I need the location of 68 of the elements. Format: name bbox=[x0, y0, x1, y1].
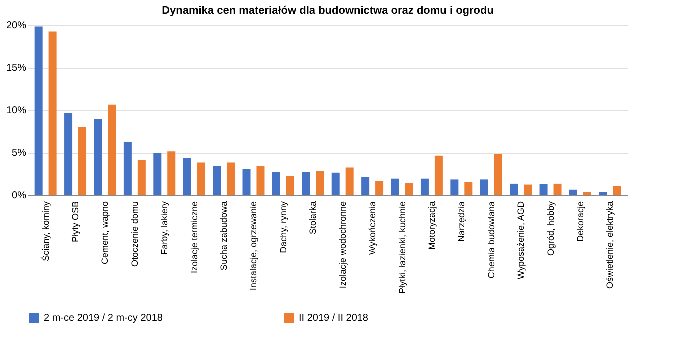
bar bbox=[227, 162, 236, 195]
bar bbox=[554, 184, 562, 195]
bar bbox=[420, 178, 429, 195]
bar bbox=[48, 32, 57, 195]
bar bbox=[434, 156, 443, 195]
bar bbox=[346, 168, 354, 195]
bar bbox=[569, 190, 578, 195]
x-tick-label: Ściany, kominy bbox=[40, 201, 51, 262]
x-tick-label: Płytki, łazienki, kuchnie bbox=[397, 202, 408, 294]
bar bbox=[583, 192, 592, 195]
bar bbox=[197, 162, 206, 195]
x-tick-label: Dachy, rynny bbox=[278, 201, 288, 254]
bar bbox=[391, 178, 400, 195]
bar bbox=[34, 26, 43, 195]
bar bbox=[272, 172, 280, 195]
x-tick-label: Stolarka bbox=[308, 202, 318, 235]
legend-label: 2 m-ce 2019 / 2 m-cy 2018 bbox=[44, 313, 164, 324]
bar bbox=[256, 166, 265, 195]
x-tick-label: Ogród, hobby bbox=[546, 201, 556, 256]
y-tick-label: 0% bbox=[12, 190, 27, 202]
bar bbox=[213, 166, 222, 195]
bar bbox=[510, 184, 518, 195]
x-tick-label: Oświetlenie, elektryka bbox=[605, 202, 616, 290]
bar bbox=[480, 180, 488, 195]
x-tick-label: Farby, lakiery bbox=[160, 201, 170, 255]
bar bbox=[613, 186, 622, 195]
bar bbox=[64, 113, 73, 195]
x-tick-label: Izolacje termiczne bbox=[189, 202, 200, 274]
bar bbox=[464, 182, 473, 195]
bar bbox=[540, 184, 548, 195]
bar bbox=[524, 184, 532, 195]
bar bbox=[599, 192, 608, 195]
x-tick-label: Instalacje, ogrzewanie bbox=[248, 202, 259, 291]
x-tick-label: Motoryzacja bbox=[426, 202, 437, 250]
bar bbox=[108, 104, 116, 195]
y-tick-label: 20% bbox=[6, 20, 27, 32]
x-tick-label: Otoczenie domu bbox=[130, 202, 140, 268]
bar bbox=[78, 127, 87, 195]
x-tick-label: Izolacje wodochronne bbox=[338, 202, 348, 289]
x-tick-label: Płyty OSB bbox=[70, 202, 81, 243]
bar bbox=[183, 158, 192, 195]
x-tick-label: Wykończenia bbox=[368, 202, 378, 255]
bar bbox=[302, 172, 310, 195]
bar bbox=[242, 170, 251, 195]
bar bbox=[450, 180, 459, 195]
bar bbox=[94, 119, 102, 195]
bar bbox=[332, 172, 340, 195]
bar bbox=[494, 154, 502, 195]
bar bbox=[124, 142, 132, 195]
bar bbox=[168, 152, 176, 195]
x-tick-label: Sucha zabudowa bbox=[219, 202, 230, 271]
y-tick-label: 15% bbox=[6, 63, 27, 74]
bar bbox=[286, 176, 294, 195]
x-tick-label: Wyposażenie, AGD bbox=[516, 201, 526, 280]
x-tick-label: Narzędzia bbox=[456, 202, 467, 242]
x-tick-label: Chemia budowlana bbox=[486, 202, 496, 279]
y-tick-label: 10% bbox=[6, 106, 27, 116]
chart-title: Dynamika cen materiałów dla budownictwa oraz domu i ogrodu bbox=[162, 5, 494, 17]
x-tick-label: Dekoracje bbox=[575, 202, 586, 242]
bar bbox=[362, 177, 370, 195]
bar bbox=[154, 153, 162, 195]
x-tick-label: Cement, wapno bbox=[100, 202, 110, 265]
bar bbox=[138, 160, 146, 195]
bar bbox=[316, 171, 324, 195]
y-tick-label: 5% bbox=[12, 148, 27, 159]
bar bbox=[405, 183, 414, 195]
bar bbox=[376, 181, 384, 195]
legend-label: II 2019 / II 2018 bbox=[299, 313, 369, 324]
